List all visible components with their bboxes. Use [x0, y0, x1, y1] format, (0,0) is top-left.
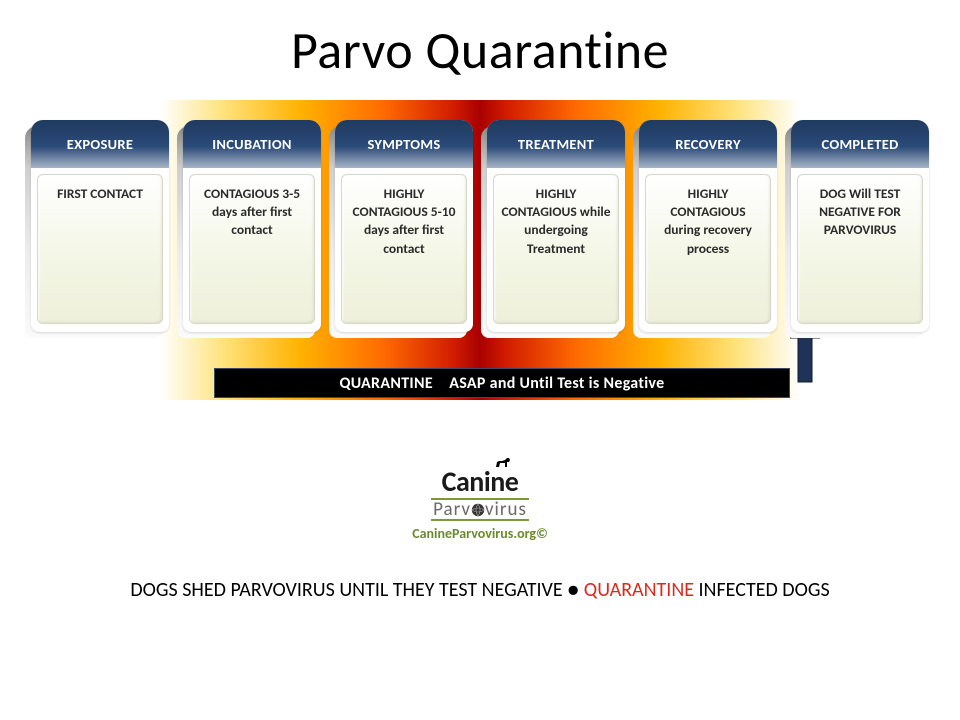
footer-text-left: DOGS SHED PARVOVIRUS UNTIL THEY TEST NEG… — [130, 578, 583, 602]
stage-header: TREATMENT — [487, 120, 625, 168]
banner-region: QUARANTINE ASAP and Until Test is Negati… — [0, 354, 960, 414]
page-title: Parvo Quarantine — [0, 0, 960, 82]
stage-header: SYMPTOMS — [335, 120, 473, 168]
footer-accent: QUARANTINE — [584, 578, 694, 602]
stage-card-inner: COMPLETED DOG Will TEST NEGATIVE FOR PAR… — [791, 120, 929, 332]
stage-card-inner: RECOVERY HIGHLY CONTAGIOUS during recove… — [639, 120, 777, 332]
logo-url: CanineParvovirus.org© — [0, 525, 960, 542]
stage-header: EXPOSURE — [31, 120, 169, 168]
stage-body: DOG Will TEST NEGATIVE FOR PARVOVIRUS — [797, 174, 923, 324]
stage-body: HIGHLY CONTAGIOUS while undergoing Treat… — [493, 174, 619, 324]
footer-text-right: INFECTED DOGS — [694, 578, 830, 602]
stage-card-inner: INCUBATION CONTAGIOUS 3-5 days after fir… — [183, 120, 321, 332]
stage-body-wrap: DOG Will TEST NEGATIVE FOR PARVOVIRUS — [791, 168, 929, 332]
stage-card-inner: TREATMENT HIGHLY CONTAGIOUS while underg… — [487, 120, 625, 332]
stage-card-inner: SYMPTOMS HIGHLY CONTAGIOUS 5-10 days aft… — [335, 120, 473, 332]
banner-text: QUARANTINE ASAP and Until Test is Negati… — [339, 374, 664, 393]
stage-body: FIRST CONTACT — [37, 174, 163, 324]
stage-body: CONTAGIOUS 3-5 days after first contact — [189, 174, 315, 324]
stage-header: COMPLETED — [791, 120, 929, 168]
stage-card-inner: EXPOSURE FIRST CONTACT — [31, 120, 169, 332]
globe-icon — [471, 502, 485, 516]
logo-block: Canine Parv virus CanineParvovirus.org© — [0, 468, 960, 542]
stages-row: EXPOSURE FIRST CONTACT INCUBATION CONTAG… — [0, 120, 960, 332]
stage-header: INCUBATION — [183, 120, 321, 168]
logo-line2: Parv virus — [0, 496, 960, 521]
stage-body-wrap: CONTAGIOUS 3-5 days after first contact — [183, 168, 321, 332]
stage-body: HIGHLY CONTAGIOUS 5-10 days after first … — [341, 174, 467, 324]
footer-line: DOGS SHED PARVOVIRUS UNTIL THEY TEST NEG… — [0, 578, 960, 602]
stage-body-wrap: HIGHLY CONTAGIOUS during recovery proces… — [639, 168, 777, 332]
stage-card: RECOVERY HIGHLY CONTAGIOUS during recove… — [639, 120, 777, 332]
stage-body-wrap: HIGHLY CONTAGIOUS while undergoing Treat… — [487, 168, 625, 332]
stage-body-wrap: HIGHLY CONTAGIOUS 5-10 days after first … — [335, 168, 473, 332]
stage-header: RECOVERY — [639, 120, 777, 168]
stage-body: HIGHLY CONTAGIOUS during recovery proces… — [645, 174, 771, 324]
dog-silhouette-icon — [494, 456, 512, 471]
stage-card: INCUBATION CONTAGIOUS 3-5 days after fir… — [183, 120, 321, 332]
stage-card: EXPOSURE FIRST CONTACT — [31, 120, 169, 332]
logo-parvo-left: Parv — [433, 498, 471, 521]
logo-parvo-right: virus — [485, 498, 527, 521]
stage-card: SYMPTOMS HIGHLY CONTAGIOUS 5-10 days aft… — [335, 120, 473, 332]
stage-card: TREATMENT HIGHLY CONTAGIOUS while underg… — [487, 120, 625, 332]
logo-line1: Canine — [442, 468, 519, 496]
stage-body-wrap: FIRST CONTACT — [31, 168, 169, 332]
stage-card: COMPLETED DOG Will TEST NEGATIVE FOR PAR… — [791, 120, 929, 332]
quarantine-banner: QUARANTINE ASAP and Until Test is Negati… — [214, 368, 790, 398]
